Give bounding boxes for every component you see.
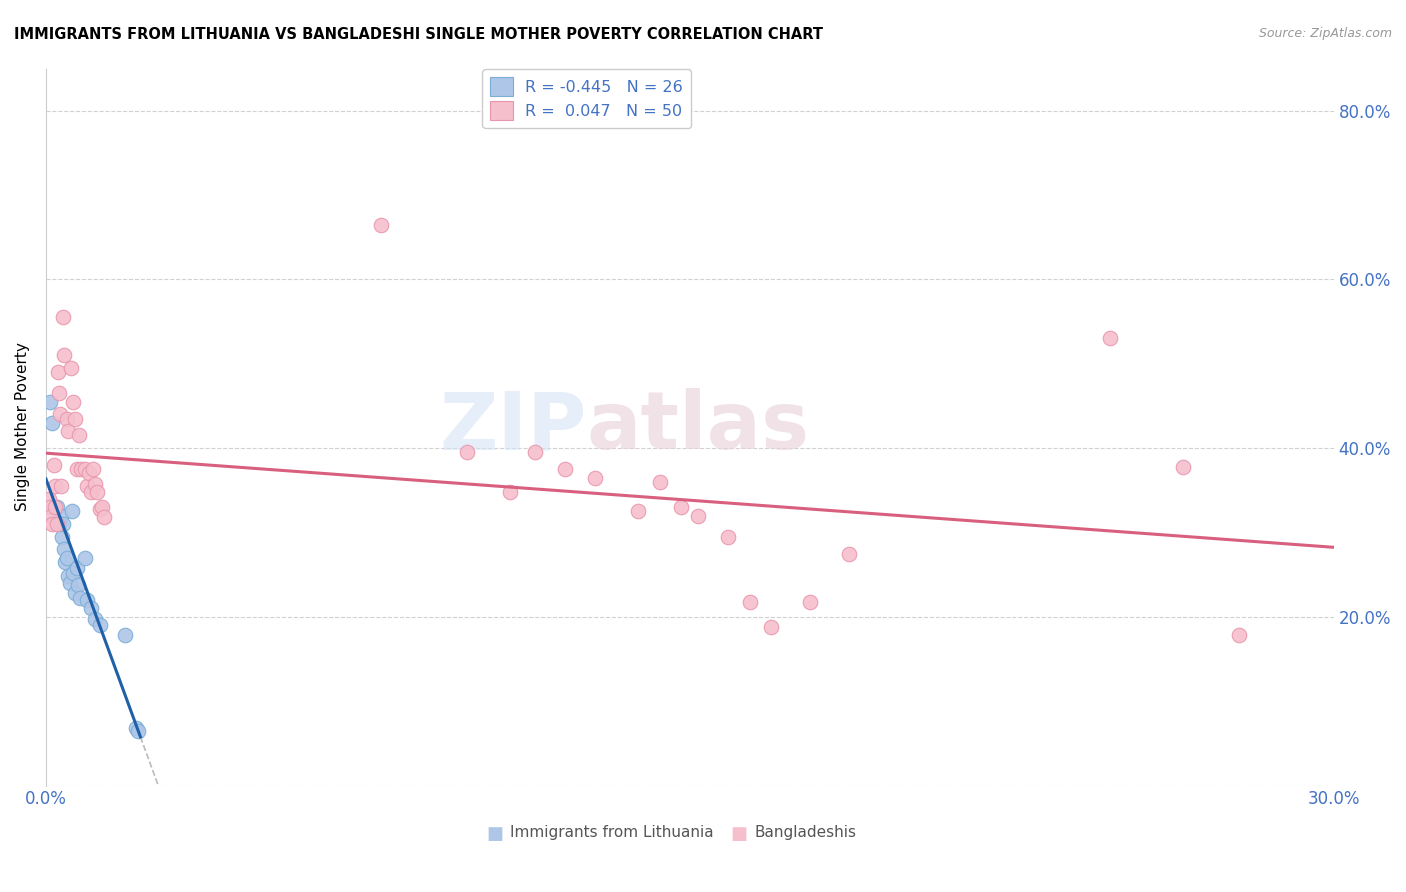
Point (45, 500, 67, 515)
Point (62, 394, 84, 409)
Point (42, 458, 65, 472)
Point (648, 475, 671, 489)
Point (53, 348, 76, 362)
Text: Bangladeshis: Bangladeshis (754, 825, 856, 840)
Point (45, 516, 67, 531)
Y-axis label: Single Mother Poverty: Single Mother Poverty (15, 343, 30, 511)
Point (627, 504, 650, 518)
Point (76, 593, 98, 607)
Legend: R = -0.445   N = 26, R =  0.047   N = 50: R = -0.445 N = 26, R = 0.047 N = 50 (482, 70, 692, 128)
Point (554, 462, 576, 476)
Point (76, 479, 98, 493)
Point (48, 516, 70, 531)
Point (55, 411, 77, 425)
Point (738, 594, 761, 608)
Point (688, 508, 710, 523)
Point (370, 218, 392, 232)
Point (49, 408, 72, 422)
Point (46, 365, 69, 379)
Point (41, 416, 63, 430)
Text: IMMIGRANTS FROM LITHUANIA VS BANGLADESHI SINGLE MOTHER POVERTY CORRELATION CHART: IMMIGRANTS FROM LITHUANIA VS BANGLADESHI… (14, 27, 823, 42)
Point (1227, 628, 1250, 642)
Point (90, 500, 112, 515)
Point (89, 501, 111, 516)
Point (114, 628, 136, 642)
Point (69, 591, 91, 606)
Point (524, 445, 547, 459)
Point (125, 721, 148, 735)
Point (77, 467, 100, 481)
Point (38, 491, 60, 506)
Point (52, 310, 75, 325)
Point (86, 485, 108, 500)
Text: Immigrants from Lithuania: Immigrants from Lithuania (509, 825, 713, 840)
Point (456, 445, 478, 459)
Point (52, 516, 75, 531)
Point (84, 476, 107, 491)
Point (799, 594, 821, 608)
Point (498, 485, 520, 500)
Point (63, 411, 86, 425)
Point (93, 510, 115, 524)
Point (49, 479, 72, 493)
Point (717, 530, 740, 544)
Point (84, 611, 107, 625)
Point (73, 550, 96, 565)
Point (59, 361, 82, 376)
Point (39, 500, 62, 515)
Text: ■: ■ (731, 825, 748, 843)
Point (53, 542, 76, 557)
Point (58, 424, 80, 438)
Text: ZIP: ZIP (440, 388, 586, 466)
Point (80, 601, 103, 615)
Point (671, 500, 693, 515)
Point (1173, 459, 1195, 474)
Point (1099, 331, 1122, 345)
Point (44, 479, 66, 493)
Point (70, 462, 93, 476)
Point (39, 508, 62, 523)
Point (41, 516, 63, 531)
Point (66, 462, 89, 476)
Point (58, 576, 80, 591)
Point (48, 386, 70, 401)
Point (127, 723, 149, 738)
Text: atlas: atlas (586, 388, 810, 466)
Point (80, 485, 103, 500)
Point (89, 618, 111, 632)
Point (56, 550, 79, 565)
Point (44, 500, 66, 515)
Point (66, 561, 89, 575)
Point (838, 547, 860, 561)
Text: Source: ZipAtlas.com: Source: ZipAtlas.com (1258, 27, 1392, 40)
Point (51, 530, 73, 544)
Point (73, 462, 96, 476)
Point (583, 470, 606, 484)
Point (761, 620, 783, 634)
Point (69, 428, 91, 442)
Point (63, 586, 86, 600)
Point (60, 504, 83, 518)
Point (67, 578, 90, 592)
Point (82, 462, 104, 476)
Point (58, 569, 80, 583)
Point (49, 508, 72, 523)
Text: ■: ■ (486, 825, 503, 843)
Point (53, 555, 76, 569)
Point (62, 566, 84, 580)
Point (39, 394, 62, 409)
